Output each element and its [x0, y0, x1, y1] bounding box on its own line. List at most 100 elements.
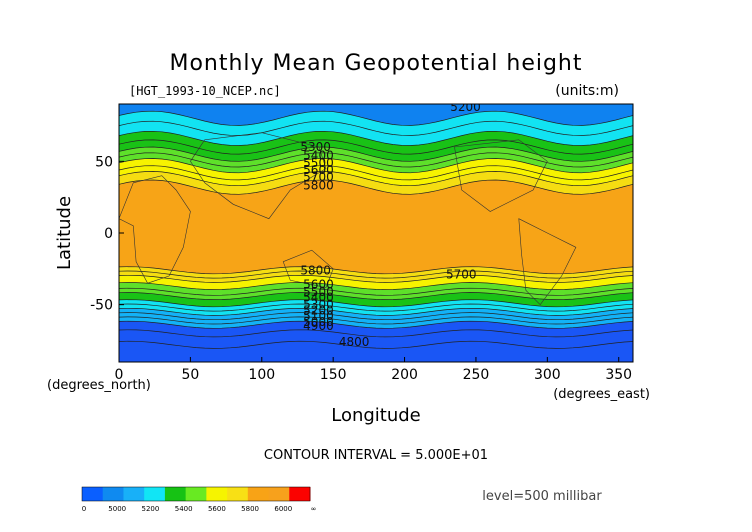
field-band-0 [119, 104, 633, 126]
x-tick-label-1: 50 [181, 367, 199, 383]
colorbar-tick-label-7: ∞ [311, 505, 317, 513]
field-band-5 [119, 171, 633, 195]
contour-line-12 [119, 274, 633, 283]
contour-line-11 [119, 270, 633, 279]
contour-line-5 [119, 152, 633, 168]
contour-label-16: 4900 [303, 319, 334, 333]
contour-label-5: 5700 [303, 170, 334, 184]
y-axis-label: Latitude [54, 196, 75, 270]
level-text: level=500 millibar [482, 489, 602, 504]
file-label: [HGT_1993-10_NCEP.nc] [129, 84, 281, 98]
contour-line-23 [119, 340, 633, 349]
y-tick-label-2: -50 [90, 298, 113, 314]
field-band-7 [119, 266, 633, 283]
contour-label-17: 4800 [339, 335, 370, 349]
field-band-4 [119, 158, 633, 186]
contour-label-14: 5100 [303, 309, 334, 323]
x-tick-label-6: 300 [534, 367, 561, 383]
coastline-4 [518, 218, 577, 306]
contour-label-9: 5600 [303, 278, 334, 292]
field-band-13 [119, 321, 633, 362]
contour-line-9 [119, 179, 633, 195]
colorbar-tick-label-6: 6000 [274, 505, 292, 513]
contour-label-2: 5400 [303, 149, 334, 163]
colorbar-tick-label-5: 5800 [241, 505, 259, 513]
contour-line-10 [119, 266, 633, 275]
contour-line-0 [119, 110, 633, 126]
contour-label-0: 5200 [450, 100, 481, 114]
colorbar-tick-label-4: 5600 [208, 505, 226, 513]
contour-line-17 [119, 303, 633, 312]
x-tick-label-7: 350 [605, 367, 632, 383]
contour-line-3 [119, 139, 633, 155]
contour-line-16 [119, 299, 633, 308]
y-tick-label-1: 0 [104, 226, 113, 242]
x-axis-label: Longitude [331, 405, 421, 426]
x-tick-label-5: 250 [463, 367, 490, 383]
colorbar-tick-labels: 0 5000 5200 5400 5600 5800 6000 ∞ [82, 505, 317, 513]
colorbar-swatch-3 [144, 487, 166, 501]
units-label: (units:m) [555, 83, 619, 99]
colorbar-swatch-8 [247, 487, 270, 501]
colorbar-swatch-7 [227, 487, 249, 501]
colorbar-swatch-0 [82, 487, 104, 501]
coastline-0 [119, 175, 191, 284]
contour-label-4: 5600 [303, 163, 334, 177]
y-unit-label: (degrees_north) [47, 378, 151, 393]
colorbar-swatch-5 [185, 487, 207, 501]
colorbar-swatch-6 [206, 487, 228, 501]
contour-line-15 [119, 292, 633, 300]
colorbar-tick-label-2: 5200 [142, 505, 160, 513]
colorbar-tick-label-3: 5400 [175, 505, 193, 513]
coastline-1 [190, 132, 327, 220]
colorbar-frame [81, 486, 311, 502]
contour-line-19 [119, 312, 633, 321]
x-tick-label-2: 100 [248, 367, 275, 383]
contour-line-22 [119, 329, 633, 338]
field-band-6 [119, 180, 633, 274]
contour-line-7 [119, 165, 633, 181]
coastline-outlines [119, 132, 577, 306]
contour-lines [119, 110, 633, 349]
x-tick-label-4: 200 [391, 367, 418, 383]
contour-line-8 [119, 171, 633, 187]
colorbar-tick-label-0: 0 [82, 505, 86, 513]
contour-line-21 [119, 320, 633, 329]
colorbar-swatch-9 [268, 487, 290, 501]
contour-line-2 [119, 130, 633, 146]
contour-label-7: 5800 [300, 263, 331, 277]
contour-label-12: 5300 [303, 298, 334, 312]
contour-line-6 [119, 158, 633, 174]
colorbar-swatch-10 [289, 487, 311, 501]
contour-label-3: 5500 [303, 156, 334, 170]
colorbar [81, 486, 311, 502]
contour-label-10: 5500 [303, 285, 334, 299]
contour-interval-text: CONTOUR INTERVAL = 5.000E+01 [264, 448, 488, 463]
contour-label-13: 5200 [303, 303, 334, 317]
chart-title: Monthly Mean Geopotential height [169, 51, 582, 76]
contour-label-11: 5400 [303, 291, 334, 305]
contour-label-6: 5800 [303, 179, 334, 193]
contour-line-4 [119, 146, 633, 162]
contour-line-20 [119, 316, 633, 325]
coastline-3 [454, 139, 548, 212]
contour-label-15: 5000 [303, 315, 334, 329]
x-tick-label-0: 0 [115, 367, 124, 383]
contour-line-13 [119, 282, 633, 290]
field-band-1 [119, 111, 633, 146]
colorbar-tick-label-1: 5000 [108, 505, 126, 513]
y-axis-ticks: 50 0 -50 [90, 154, 124, 314]
contour-label-8: 5700 [446, 268, 477, 282]
contour-line-1 [119, 120, 633, 136]
contour-line-18 [119, 307, 633, 316]
coastline-2 [282, 249, 334, 288]
y-tick-label-0: 50 [95, 154, 113, 170]
x-tick-label-3: 150 [320, 367, 347, 383]
field-band-9 [119, 282, 633, 300]
field-band-11 [119, 299, 633, 316]
contour-label-1: 5300 [300, 140, 331, 154]
colorbar-swatch-4 [164, 487, 187, 501]
x-axis-ticks: 0 50 100 150 200 250 300 350 [115, 357, 632, 383]
